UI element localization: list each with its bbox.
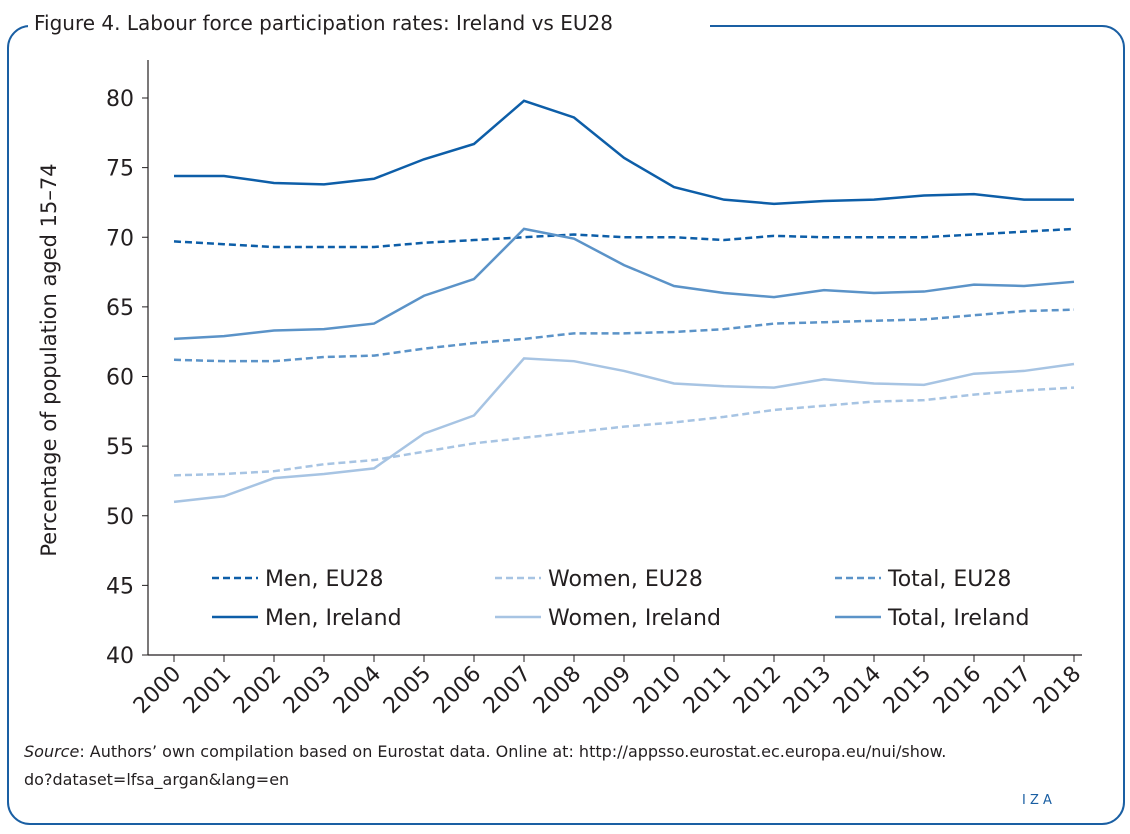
series-line (173, 386, 1075, 477)
legend-label: Men, EU28 (265, 567, 383, 592)
x-tick-label: 2016 (929, 662, 986, 719)
y-tick-label: 55 (106, 435, 134, 460)
source-label: Source (24, 742, 79, 761)
y-tick-label: 80 (106, 87, 134, 112)
x-tick-label: 2006 (429, 662, 486, 719)
x-tick-label: 2009 (579, 662, 636, 719)
series-line (174, 99, 1074, 206)
logo: I Z A (1022, 793, 1052, 808)
x-tick-label: 2000 (129, 662, 186, 719)
x-tick-label: 2018 (1029, 662, 1086, 719)
y-tick-label: 70 (106, 226, 134, 251)
x-tick-label: 2001 (179, 662, 236, 719)
title-backdrop (28, 8, 710, 38)
x-tick-label: 2010 (629, 662, 686, 719)
y-tick-label: 40 (106, 644, 134, 669)
x-tick-label: 2008 (529, 662, 586, 719)
legend-label: Total, Ireland (887, 606, 1029, 631)
x-tick-label: 2012 (729, 662, 786, 719)
series-line (173, 227, 1075, 341)
series-line (173, 357, 1075, 504)
y-tick-label: 45 (106, 574, 134, 599)
y-tick-label: 50 (106, 505, 134, 530)
y-tick-label: 60 (106, 366, 134, 391)
legend-label: Women, Ireland (548, 606, 721, 631)
y-tick-label: 75 (106, 157, 134, 182)
x-tick-label: 2014 (829, 662, 886, 719)
series-line (173, 227, 1075, 249)
x-tick-label: 2015 (879, 662, 936, 719)
chart-title: Figure 4. Labour force participation rat… (34, 11, 613, 35)
x-tick-label: 2017 (979, 662, 1036, 719)
x-tick-label: 2002 (229, 662, 286, 719)
x-tick-label: 2005 (379, 662, 436, 719)
y-tick-label: 65 (106, 296, 134, 321)
source-line: : Authors’ own compilation based on Euro… (79, 742, 946, 761)
x-tick-label: 2004 (329, 662, 386, 719)
legend-label: Total, EU28 (887, 567, 1011, 592)
y-axis-title: Percentage of population aged 15–74 (37, 163, 61, 556)
source: Source: Authors’ own compilation based o… (24, 742, 946, 761)
x-tick-label: 2013 (779, 662, 836, 719)
legend-label: Women, EU28 (548, 567, 703, 592)
source-line: do?dataset=lfsa_argan&lang=en (24, 770, 289, 790)
legend-label: Men, Ireland (265, 606, 402, 631)
x-tick-label: 2007 (479, 662, 536, 719)
x-tick-label: 2011 (679, 662, 736, 719)
x-tick-label: 2003 (279, 662, 336, 719)
series-line (173, 308, 1075, 363)
